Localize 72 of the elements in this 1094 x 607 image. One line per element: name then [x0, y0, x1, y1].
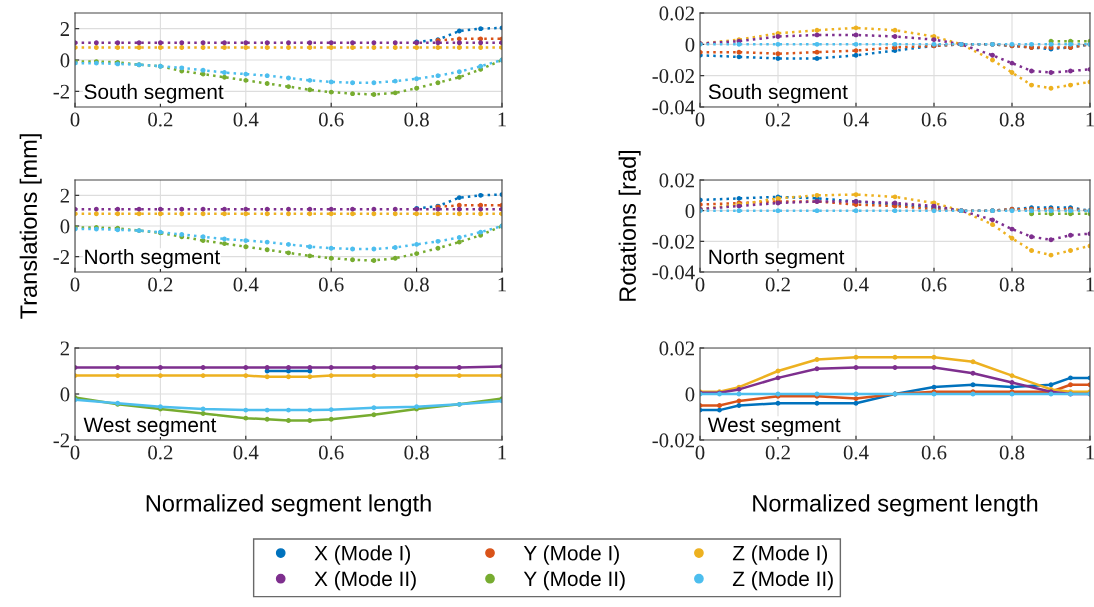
y-tick-label: 2	[60, 22, 69, 36]
x-tick-label: 0.6	[921, 277, 947, 292]
annotation: North segment	[709, 248, 845, 269]
x-tick-label: 0.4	[233, 112, 259, 127]
x-tick-label: 0	[70, 445, 80, 460]
y-tick-label: 2	[60, 341, 69, 356]
x-tick-label: 0.4	[843, 112, 869, 127]
y-tick-label: 0	[60, 387, 70, 402]
x-tick-label: 1	[498, 277, 506, 292]
y-tick-label: -0.04	[652, 100, 695, 115]
legend-label: Z (Mode II)	[732, 570, 833, 591]
y-axis-title: Translations [mm]	[19, 134, 42, 319]
y-tick-label: -2	[53, 250, 69, 264]
y-tick-label: -0.04	[652, 265, 695, 280]
x-tick-label: 0.2	[148, 277, 173, 292]
x-axis-title: Normalized segment length	[753, 494, 1038, 517]
x-tick-label: 0.6	[318, 445, 344, 460]
x-tick-label: 0	[695, 445, 705, 460]
legend-label: Z (Mode I)	[732, 545, 828, 565]
y-tick-label: 2	[60, 188, 69, 203]
x-axis-title: Normalized segment length	[146, 494, 431, 517]
x-tick-label: 0.6	[921, 445, 947, 460]
x-tick-label: 0.2	[148, 445, 173, 460]
x-tick-label: 0.8	[404, 112, 429, 127]
x-tick-label: 1	[498, 445, 506, 460]
y-tick-label: 0.02	[659, 6, 694, 21]
x-tick-label: 1	[1086, 277, 1094, 292]
x-tick-label: 1	[1086, 445, 1094, 460]
y-tick-label: 0	[60, 219, 70, 234]
x-tick-label: 0.8	[999, 445, 1025, 460]
legend-label: X (Mode I)	[314, 545, 411, 565]
legend-label: X (Mode II)	[314, 570, 416, 591]
x-tick-label: 0	[695, 277, 705, 292]
x-tick-label: 0.2	[765, 112, 790, 127]
x-tick-label: 0.2	[765, 445, 790, 460]
y-tick-label: -0.02	[652, 69, 694, 84]
y-tick-label: -0.02	[652, 433, 694, 448]
x-tick-label: 0.4	[233, 445, 259, 460]
y-tick-label: 0	[60, 53, 70, 68]
annotation: West segment	[83, 417, 217, 437]
annotation: West segment	[707, 417, 841, 437]
x-tick-label: 0	[695, 112, 705, 127]
legend-label: Y (Mode I)	[523, 545, 619, 565]
x-tick-label: 0.8	[404, 277, 429, 292]
x-tick-label: 0.4	[233, 277, 259, 292]
x-tick-label: 0	[70, 112, 80, 127]
x-tick-label: 1	[498, 112, 506, 127]
y-tick-label: 0	[685, 204, 695, 219]
x-tick-label: 0.6	[318, 112, 344, 127]
x-tick-label: 0.6	[318, 277, 344, 292]
x-tick-label: 1	[1086, 112, 1094, 127]
annotation: South segment	[708, 83, 848, 104]
y-tick-label: -0.02	[652, 234, 694, 249]
y-tick-label: 0.02	[659, 173, 694, 188]
y-tick-label: -2	[53, 433, 69, 448]
annotation: South segment	[84, 83, 224, 104]
legend-label: Y (Mode II)	[523, 570, 625, 591]
x-tick-label: 0.4	[843, 277, 869, 292]
y-tick-label: 0	[685, 387, 695, 402]
x-tick-label: 0.4	[843, 445, 869, 460]
y-axis-title: Rotations [rad]	[618, 150, 641, 301]
annotation: North segment	[85, 248, 221, 269]
x-tick-label: 0.8	[999, 277, 1025, 292]
x-tick-label: 0.2	[765, 277, 790, 292]
y-tick-label: 0	[685, 37, 695, 52]
x-tick-label: 0.8	[999, 112, 1025, 127]
x-tick-label: 0.8	[404, 445, 429, 460]
y-tick-label: -2	[53, 84, 69, 99]
x-tick-label: 0.6	[921, 112, 947, 127]
x-tick-label: 0	[70, 277, 80, 292]
y-tick-label: 0.02	[659, 341, 694, 356]
x-tick-label: 0.2	[148, 112, 173, 127]
